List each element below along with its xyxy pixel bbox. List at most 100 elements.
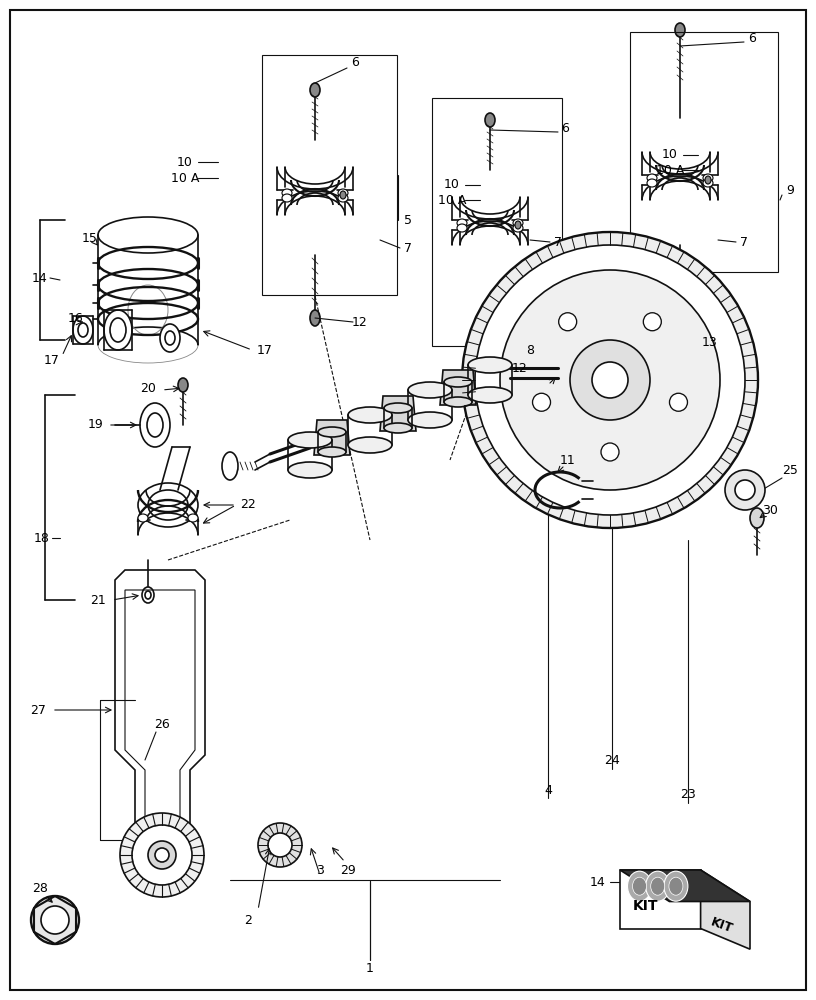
Ellipse shape bbox=[703, 174, 713, 182]
Text: 10: 10 bbox=[444, 178, 460, 192]
Ellipse shape bbox=[98, 217, 198, 253]
Ellipse shape bbox=[664, 871, 688, 901]
Polygon shape bbox=[314, 420, 350, 455]
Text: 13: 13 bbox=[702, 336, 718, 349]
Ellipse shape bbox=[288, 432, 332, 448]
Ellipse shape bbox=[155, 848, 169, 862]
Polygon shape bbox=[440, 370, 476, 405]
Ellipse shape bbox=[147, 413, 163, 437]
Ellipse shape bbox=[703, 179, 713, 187]
Ellipse shape bbox=[310, 310, 320, 326]
Text: 17: 17 bbox=[257, 344, 273, 357]
Ellipse shape bbox=[650, 877, 665, 895]
Polygon shape bbox=[701, 870, 750, 949]
Text: 29: 29 bbox=[340, 863, 356, 876]
Ellipse shape bbox=[601, 443, 619, 461]
Ellipse shape bbox=[457, 219, 467, 227]
Ellipse shape bbox=[485, 113, 495, 127]
Ellipse shape bbox=[513, 224, 523, 232]
Ellipse shape bbox=[318, 427, 346, 437]
Text: 10 A: 10 A bbox=[171, 172, 199, 184]
Ellipse shape bbox=[178, 378, 188, 392]
Ellipse shape bbox=[675, 23, 685, 37]
Text: 14: 14 bbox=[590, 876, 605, 888]
Ellipse shape bbox=[145, 591, 151, 599]
Text: 16: 16 bbox=[68, 312, 84, 324]
Text: 23: 23 bbox=[680, 788, 696, 800]
Ellipse shape bbox=[705, 176, 711, 184]
Ellipse shape bbox=[338, 194, 348, 202]
Ellipse shape bbox=[78, 323, 88, 337]
Text: 27: 27 bbox=[30, 704, 46, 716]
Text: 14: 14 bbox=[32, 271, 48, 284]
Text: 24: 24 bbox=[604, 754, 620, 766]
Ellipse shape bbox=[468, 357, 512, 373]
Text: 9: 9 bbox=[786, 184, 794, 196]
Ellipse shape bbox=[188, 514, 198, 522]
Ellipse shape bbox=[348, 437, 392, 453]
Bar bbox=[620, 870, 701, 928]
Text: 3: 3 bbox=[316, 863, 324, 876]
Ellipse shape bbox=[444, 377, 472, 387]
Text: 6: 6 bbox=[748, 31, 756, 44]
Ellipse shape bbox=[669, 877, 683, 895]
Ellipse shape bbox=[669, 393, 687, 411]
Ellipse shape bbox=[318, 447, 346, 457]
Text: 26: 26 bbox=[154, 718, 170, 732]
Text: KIT: KIT bbox=[633, 899, 659, 913]
Ellipse shape bbox=[120, 813, 204, 897]
Text: 28: 28 bbox=[32, 882, 48, 894]
Ellipse shape bbox=[282, 189, 292, 197]
Ellipse shape bbox=[647, 174, 657, 182]
Text: 1: 1 bbox=[366, 962, 374, 974]
Text: 6: 6 bbox=[351, 55, 359, 68]
Text: 12: 12 bbox=[353, 316, 368, 328]
Ellipse shape bbox=[533, 393, 551, 411]
Ellipse shape bbox=[628, 871, 651, 901]
Polygon shape bbox=[380, 396, 416, 431]
Text: 12: 12 bbox=[512, 361, 528, 374]
Ellipse shape bbox=[338, 189, 348, 197]
Ellipse shape bbox=[165, 331, 175, 345]
Ellipse shape bbox=[258, 823, 302, 867]
Ellipse shape bbox=[222, 452, 238, 480]
Ellipse shape bbox=[384, 403, 412, 413]
Text: 19: 19 bbox=[88, 418, 104, 432]
Text: 21: 21 bbox=[90, 593, 106, 606]
Text: KIT: KIT bbox=[708, 916, 734, 936]
Ellipse shape bbox=[140, 403, 170, 447]
Text: 30: 30 bbox=[762, 504, 778, 516]
Ellipse shape bbox=[41, 906, 69, 934]
Ellipse shape bbox=[475, 245, 745, 515]
Ellipse shape bbox=[485, 355, 495, 371]
Bar bbox=[432, 98, 562, 346]
Text: 7: 7 bbox=[404, 241, 412, 254]
Ellipse shape bbox=[643, 313, 661, 331]
Ellipse shape bbox=[444, 397, 472, 407]
Ellipse shape bbox=[73, 316, 93, 344]
Text: 5: 5 bbox=[404, 214, 412, 227]
Ellipse shape bbox=[148, 841, 176, 869]
Ellipse shape bbox=[457, 224, 467, 232]
Text: 15: 15 bbox=[82, 232, 98, 244]
Ellipse shape bbox=[138, 514, 148, 522]
Ellipse shape bbox=[645, 871, 670, 901]
Ellipse shape bbox=[104, 310, 132, 350]
Ellipse shape bbox=[110, 318, 126, 342]
Ellipse shape bbox=[462, 232, 758, 528]
Ellipse shape bbox=[160, 324, 180, 352]
Text: 20: 20 bbox=[140, 381, 156, 394]
Ellipse shape bbox=[340, 191, 346, 199]
Text: 7: 7 bbox=[554, 235, 562, 248]
Ellipse shape bbox=[725, 470, 765, 510]
Text: 17: 17 bbox=[44, 354, 60, 366]
Ellipse shape bbox=[735, 480, 755, 500]
Text: 10 A: 10 A bbox=[438, 194, 466, 207]
Ellipse shape bbox=[408, 412, 452, 428]
Ellipse shape bbox=[592, 362, 628, 398]
Text: 10 A: 10 A bbox=[656, 163, 684, 176]
Ellipse shape bbox=[348, 407, 392, 423]
Text: 6: 6 bbox=[561, 121, 569, 134]
Bar bbox=[630, 32, 778, 272]
Text: 4: 4 bbox=[544, 784, 552, 796]
